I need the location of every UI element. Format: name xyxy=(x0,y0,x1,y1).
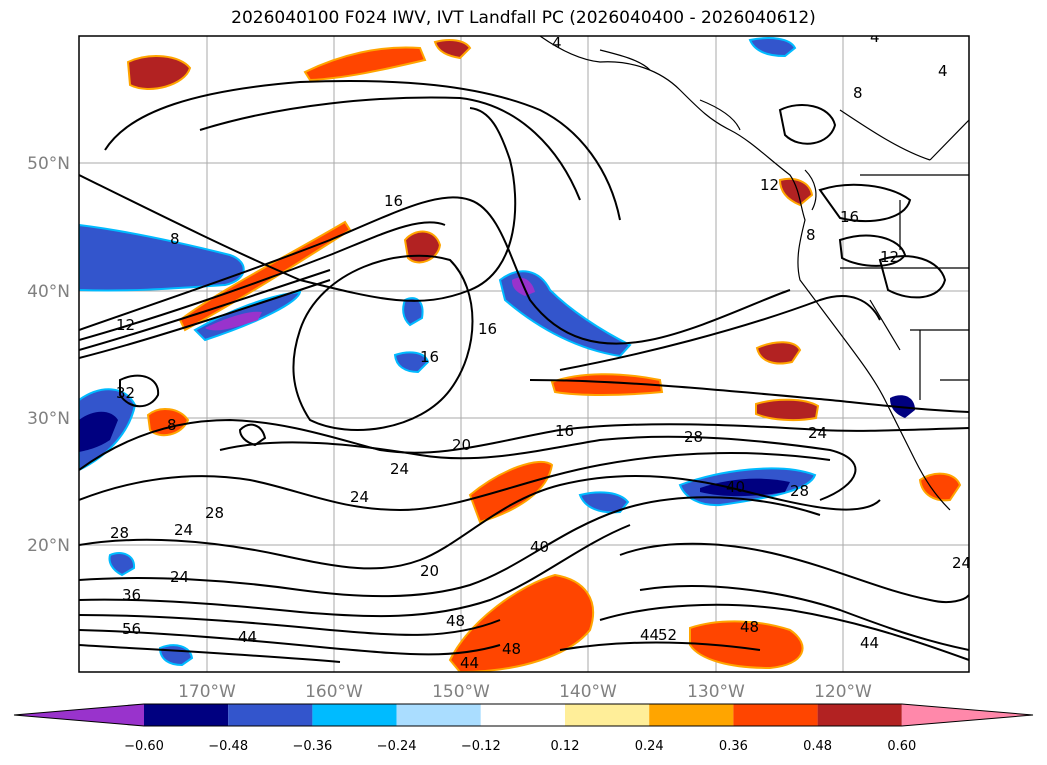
contour-label: 16 xyxy=(840,208,859,226)
contour-label: 16 xyxy=(420,348,439,366)
contour-label: 28 xyxy=(790,482,809,500)
contour-labels: 4 4 4 8 8 8 8 12 12 12 16 16 16 16 16 20… xyxy=(110,28,971,672)
colorbar-swatch xyxy=(228,704,313,726)
contour-label: 12 xyxy=(880,248,899,266)
colorbar-tick-label: −0.60 xyxy=(124,739,164,754)
contour-label: 28 xyxy=(205,504,224,522)
colorbar-tick-label: −0.36 xyxy=(292,739,332,754)
contour-label: 32 xyxy=(116,384,135,402)
lon-label-150w: 150°W xyxy=(432,682,490,702)
contour-label: 20 xyxy=(452,436,471,454)
contour-label: 36 xyxy=(122,586,141,604)
lon-label-170w: 170°W xyxy=(178,682,236,702)
coastlines xyxy=(539,36,969,511)
contour-label: 12 xyxy=(116,316,135,334)
contour-label: 4 xyxy=(938,62,948,80)
map-panel: 4 4 4 8 8 8 8 12 12 12 16 16 16 16 16 20… xyxy=(78,28,971,673)
lon-label-160w: 160°W xyxy=(305,682,363,702)
pc-fill-positive xyxy=(126,39,962,672)
colorbar-tick-label: 0.60 xyxy=(887,739,916,754)
map-background xyxy=(79,36,969,672)
colorbar-tick-label: 0.48 xyxy=(803,739,832,754)
contour-label: 44 xyxy=(640,626,659,644)
lat-label-20n: 20°N xyxy=(27,536,70,556)
lon-label-140w: 140°W xyxy=(559,682,617,702)
map-title: 2026040100 F024 IWV, IVT Landfall PC (20… xyxy=(231,8,816,28)
colorbar-extend-min xyxy=(14,704,144,726)
contour-label: 44 xyxy=(860,634,879,652)
lon-label-120w: 120°W xyxy=(814,682,872,702)
contour-label: 4 xyxy=(552,34,562,52)
contour-label: 40 xyxy=(530,538,549,556)
contour-label: 44 xyxy=(460,654,479,672)
contour-label: 56 xyxy=(122,620,141,638)
colorbar-tick-label: 0.36 xyxy=(719,739,748,754)
longitude-labels: 170°W 160°W 150°W 140°W 130°W 120°W xyxy=(178,682,872,702)
colorbar-swatch xyxy=(649,704,734,726)
colorbar-tick-label: 0.24 xyxy=(635,739,664,754)
contour-label: 48 xyxy=(740,618,759,636)
colorbar-swatch xyxy=(480,704,565,726)
contour-label: 24 xyxy=(808,424,827,442)
contour-label: 16 xyxy=(384,192,403,210)
contour-label: 48 xyxy=(502,640,521,658)
colorbar-extend-max xyxy=(901,704,1033,726)
colorbar-tick-label: −0.48 xyxy=(208,739,248,754)
contour-label: 12 xyxy=(760,176,779,194)
contour-label: 24 xyxy=(170,568,189,586)
colorbar-tick-label: −0.24 xyxy=(377,739,417,754)
contour-label: 16 xyxy=(478,320,497,338)
contour-label: 8 xyxy=(167,416,177,434)
colorbar-swatch xyxy=(733,704,818,726)
contour-label: 8 xyxy=(806,226,816,244)
map-frame xyxy=(78,35,970,673)
contour-label: 40 xyxy=(726,478,745,496)
lat-label-40n: 40°N xyxy=(27,282,70,302)
contour-label: 52 xyxy=(658,626,677,644)
colorbar-swatch xyxy=(312,704,397,726)
contour-label: 24 xyxy=(390,460,409,478)
colorbar-swatch xyxy=(396,704,481,726)
pc-fill-negative xyxy=(79,37,915,667)
contour-label: 48 xyxy=(446,612,465,630)
colorbar-tick-label: 0.12 xyxy=(551,739,580,754)
colorbar-swatch xyxy=(565,704,650,726)
lat-label-50n: 50°N xyxy=(27,154,70,174)
contour-label: 44 xyxy=(238,628,257,646)
contour-label: 24 xyxy=(350,488,369,506)
contour-label: 8 xyxy=(170,230,180,248)
contour-label: 28 xyxy=(684,428,703,446)
colorbar-tick-label: −0.12 xyxy=(461,739,501,754)
lat-label-30n: 30°N xyxy=(27,409,70,429)
contour-label: 8 xyxy=(853,84,863,102)
colorbar-outline xyxy=(13,703,1034,727)
contour-label: 20 xyxy=(420,562,439,580)
contour-label: 4 xyxy=(870,28,880,46)
contour-label: 16 xyxy=(555,422,574,440)
colorbar-swatch xyxy=(817,704,902,726)
contour-label: 28 xyxy=(110,524,129,542)
colorbar-swatch xyxy=(144,704,229,726)
lon-label-130w: 130°W xyxy=(687,682,745,702)
colorbar: −0.60 −0.48 −0.36 −0.24 −0.12 0.12 0.24 … xyxy=(13,703,1034,754)
iwv-contours xyxy=(79,79,969,663)
latitude-labels: 50°N 40°N 30°N 20°N xyxy=(27,154,70,556)
contour-label: 24 xyxy=(952,554,971,572)
contour-label: 24 xyxy=(174,521,193,539)
